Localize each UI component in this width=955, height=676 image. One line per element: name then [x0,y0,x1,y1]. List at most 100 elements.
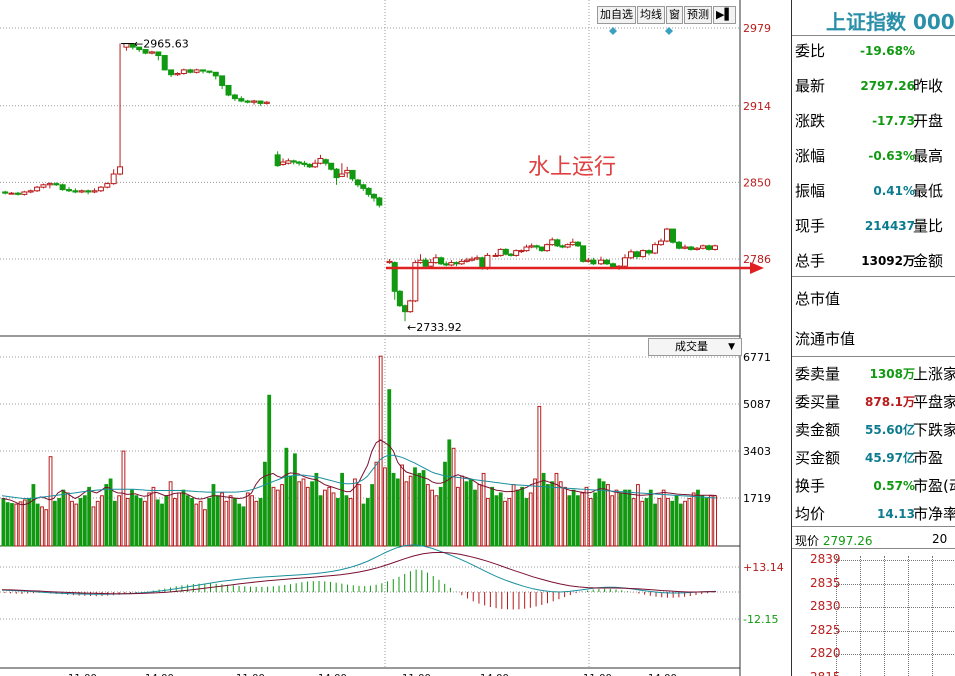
candle-body [2,191,9,194]
volume-bar [335,498,340,547]
volume-bar [40,506,44,547]
volume-bar [554,472,559,547]
volume-bar [331,492,336,547]
volume-bar [515,489,520,547]
volume-bar [648,489,653,547]
candle-body [285,160,292,164]
candle-body [463,259,470,262]
add-watchlist-button[interactable]: 加自选 [597,6,636,24]
volume-bar [481,472,486,547]
candle-body [598,259,604,265]
indicator-selector[interactable]: 成交量 ▼ [648,338,742,356]
volume-bar [284,447,289,547]
candle-body [219,75,226,86]
volume-tick-label: 1719 [743,492,771,505]
volume-bar [597,478,602,547]
quote-label: 现手 [795,217,826,235]
current-price-label: 现价 [795,534,820,548]
volume-bar [215,495,220,547]
volume-bar [580,492,585,547]
quote-value: -19.68% [860,44,915,58]
candle-body [622,257,628,267]
volume-bar [280,484,284,547]
candle-body [508,253,515,256]
current-right-value: 20 [932,532,948,546]
quote-value: -0.63% [868,149,915,163]
candle-body [502,248,509,255]
volume-bar [263,461,267,547]
candle-body [538,246,545,252]
candle-body [407,300,414,313]
security-title: 上证指数 000 [826,10,955,34]
volume-bar [155,499,160,547]
candle-body [85,190,92,193]
candle-body [257,100,264,104]
quote-label: 涨幅 [795,147,826,165]
chart-area[interactable]: 2979 2914 2850 2786 ←2965.63 ←2733.92 水上运行 6771… [0,0,790,676]
exit-icon[interactable]: ▶▌ [713,6,736,24]
candle-body [544,244,551,252]
candle-body [370,193,377,199]
volume-bar [413,467,417,547]
volume-bar [464,481,469,547]
candle-body [386,260,393,264]
volume-bar [181,489,186,547]
float-cap-label: 流通市值 [795,330,856,348]
volume-bar [10,503,14,547]
mini-grid-line [884,556,885,676]
volume-bar [507,498,512,547]
volume-bar [537,405,542,547]
volume-bar [250,495,254,547]
candle-body [354,179,361,186]
candle-body [448,262,455,266]
volume-bar [87,486,92,547]
volume-bar [112,500,117,547]
candle-body [263,101,270,104]
mini-grid-line [836,607,955,608]
time-axis-label: 14:00 [145,673,174,676]
volume-bar [348,498,353,547]
price-tick-label: 2914 [743,100,771,113]
trade-right-label: 平盘家 [913,393,955,411]
candle-body [365,187,372,195]
volume-ma-line-2 [1,454,717,499]
candle-body [212,71,219,77]
mini-grid-line [908,556,909,676]
volume-bar [344,495,349,547]
window-button[interactable]: 窗 [666,6,683,24]
candle-body [628,251,634,259]
candle-body [155,51,162,57]
candle-body [438,257,445,265]
volume-bar [203,509,207,547]
quote-row: 振幅 0.41% 最低 [795,180,955,206]
candle-body [238,98,245,102]
arrow-head-icon [750,262,764,274]
volume-bar [584,486,589,547]
candle-body [427,262,434,267]
volume-bar [365,498,370,547]
candle-body [322,159,329,164]
quote-label: 最新 [795,77,826,95]
candle-body [518,250,525,253]
volume-bar [74,503,79,547]
predict-button[interactable]: 预测 [684,6,712,24]
volume-bar [563,486,567,547]
candle-body [694,247,700,250]
chevron-down-icon: ▼ [728,342,735,352]
quote-label: 振幅 [795,182,826,200]
time-axis-label: 14:00 [318,673,347,676]
candle-body [652,244,658,254]
candle-body [574,241,581,247]
candle-body [492,254,499,257]
moving-average-button[interactable]: 均线 [637,6,665,24]
volume-bar [353,478,357,547]
volume-bar [485,498,490,547]
volume-bar [614,489,619,547]
candle-body [700,245,706,249]
mini-grid-line [836,630,955,632]
quote-row: 现手 214437 量比 [795,215,955,241]
candle-body [333,168,340,179]
volume-bar [82,495,87,547]
volume-bar [318,495,323,547]
quote-right-label: 最低 [913,182,944,200]
